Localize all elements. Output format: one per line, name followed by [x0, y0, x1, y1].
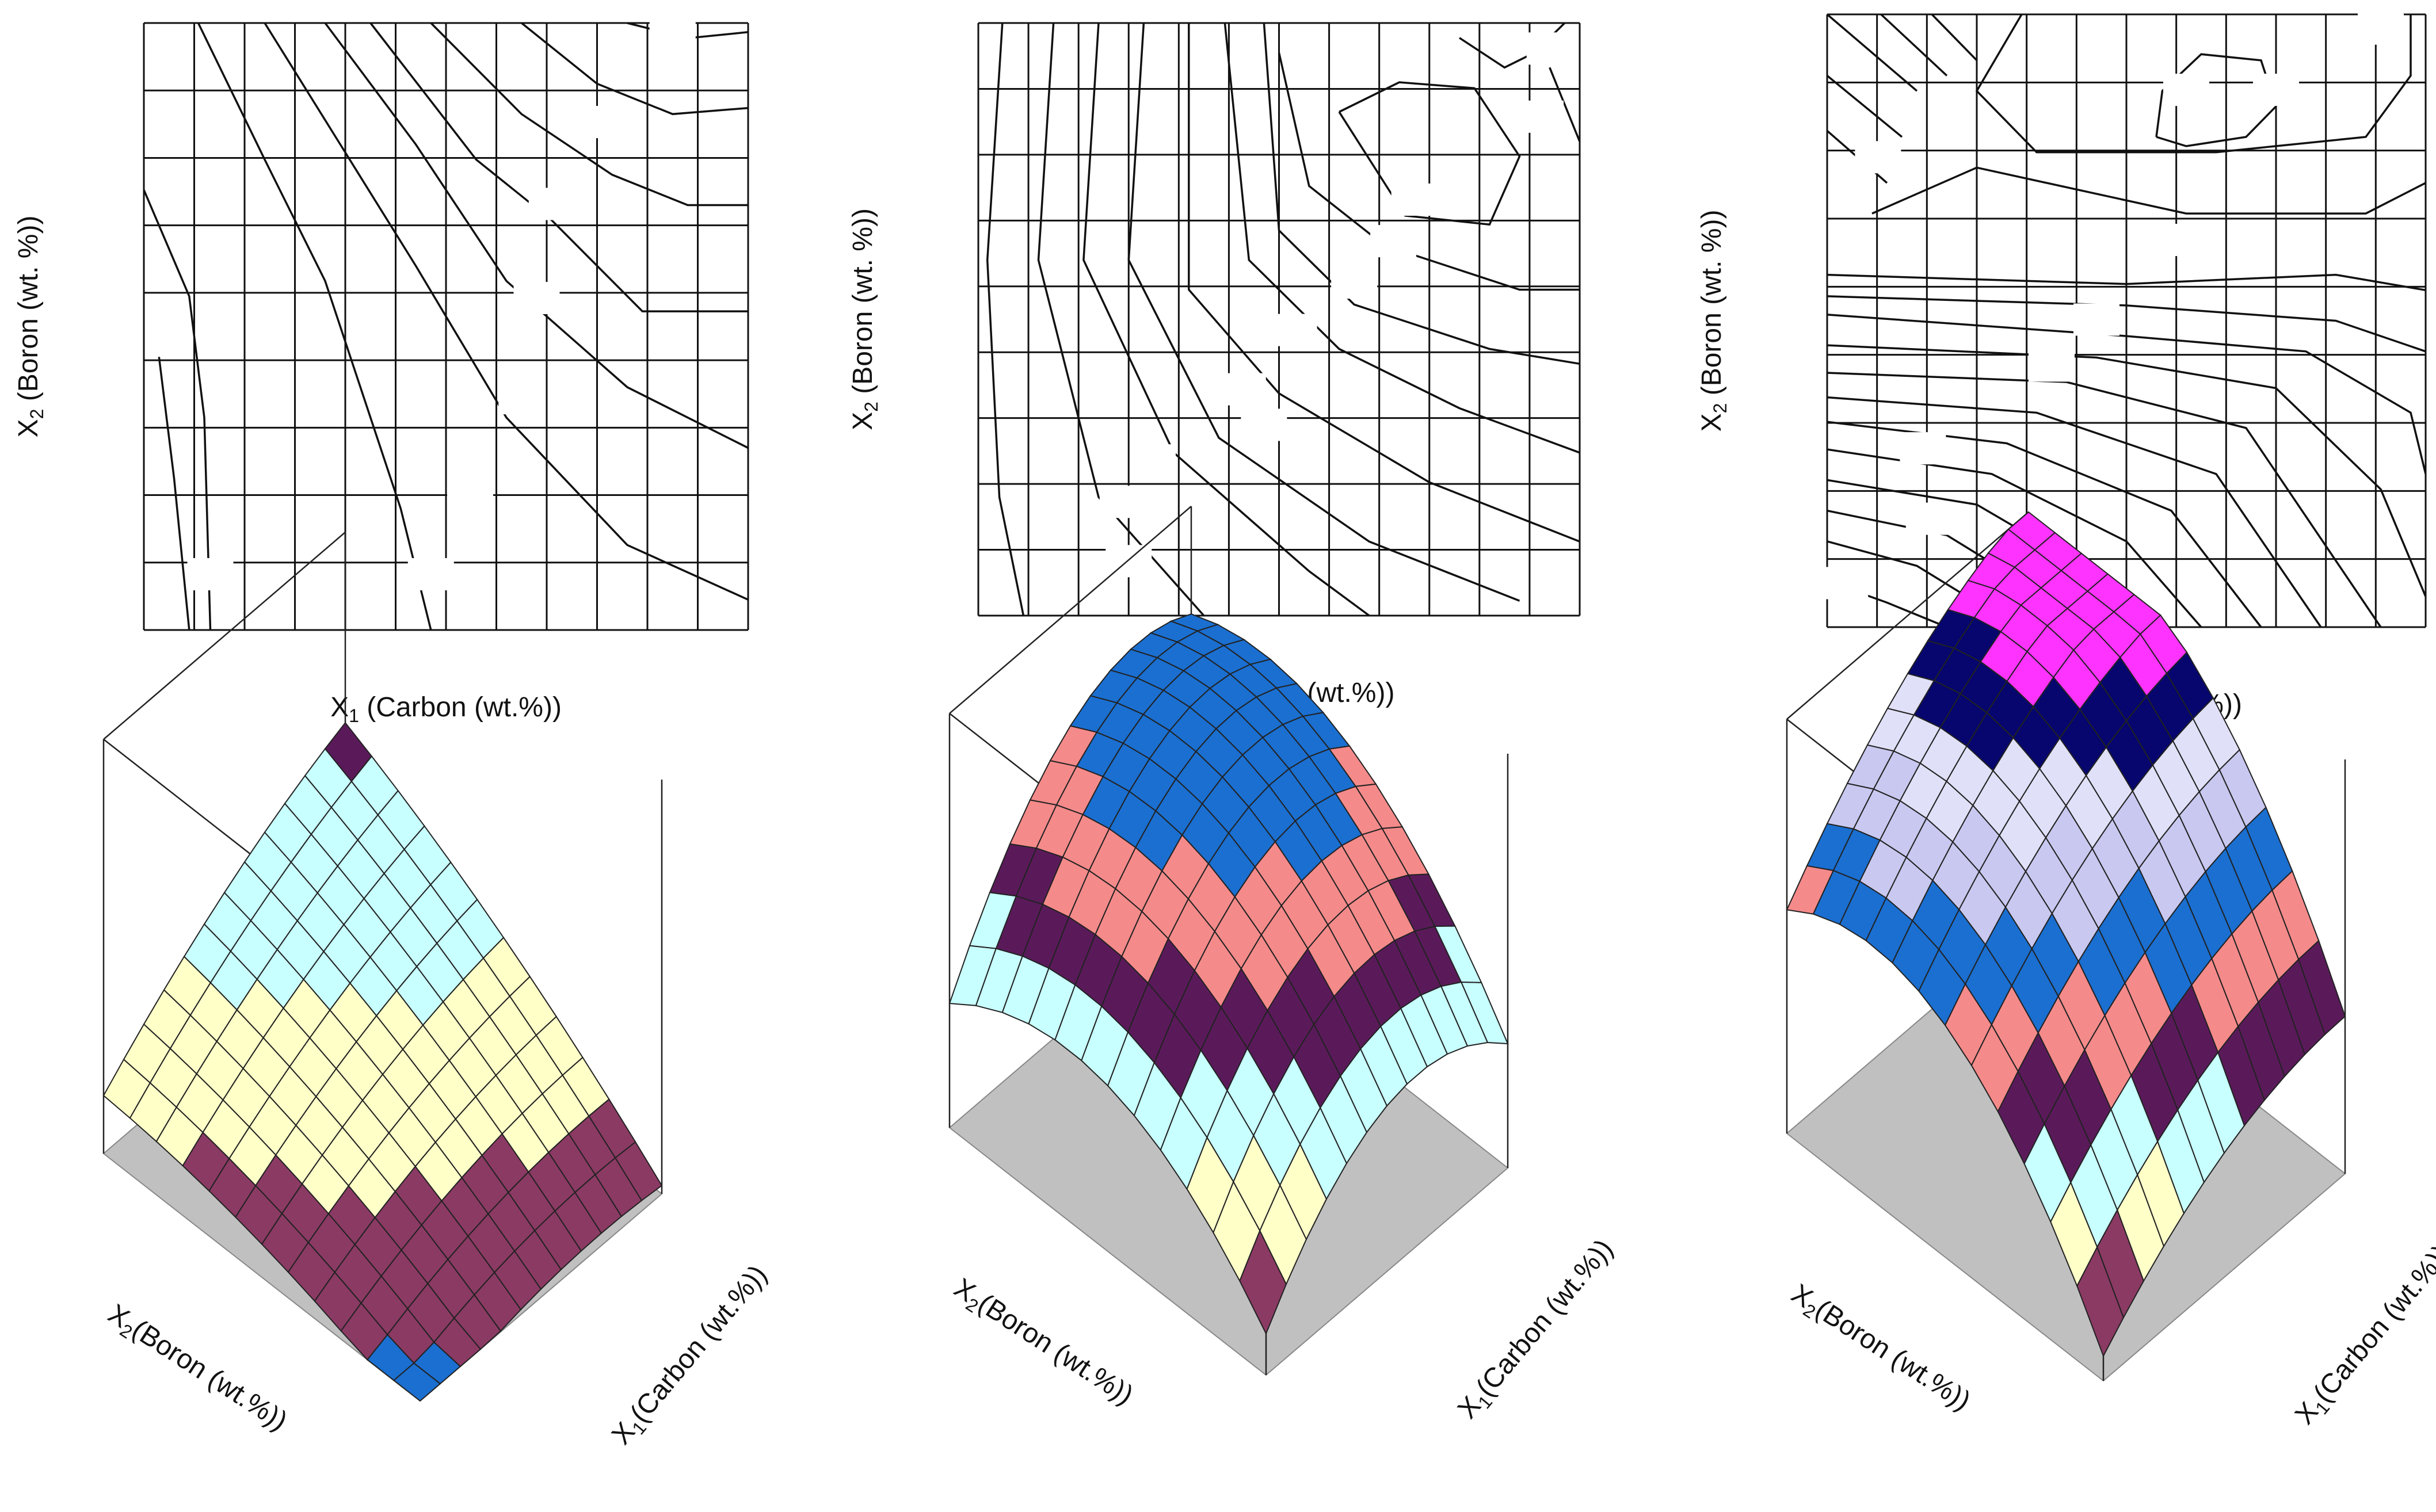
contour-line-50 — [1827, 344, 2427, 597]
contour-line-47 — [1827, 372, 2382, 628]
contour-label-bg — [2029, 349, 2075, 382]
contour-label-bg — [1130, 444, 1176, 477]
contour-label-bg — [574, 106, 620, 139]
contour-label-bg — [187, 558, 234, 591]
contour-line-62 — [1871, 166, 2426, 215]
y-axis-title: X2 (Boron (wt. %)) — [1697, 210, 1730, 432]
contour-line-40 — [1127, 22, 1520, 602]
panel-e: X2(Boron (wt.%)) X1(Carbon (wt.%)) — [947, 506, 1622, 1427]
contour-label-bg — [1105, 545, 1152, 578]
contour-line-55 — [1263, 22, 1580, 365]
contour-label-bg — [513, 282, 560, 315]
contour-label-bg — [2073, 303, 2119, 336]
box-edge — [1786, 511, 2029, 720]
panel-f: X2(Boron (wt.%)) X1(Carbon (wt.%)) — [1784, 511, 2436, 1433]
contour-line-59 — [1827, 273, 2426, 292]
contour-line-32 — [197, 22, 432, 631]
contour-line-65 — [1975, 14, 2412, 154]
contour-label-bg — [1271, 314, 1317, 346]
contour-label-bg — [1331, 266, 1378, 299]
contour-line-35 — [1082, 22, 1370, 617]
x-axis-title: X1(Carbon (wt.%)) — [2289, 1239, 2436, 1433]
contour-line-63 — [1549, 67, 1581, 142]
surface-patch — [324, 721, 373, 782]
contour-label-bg — [2253, 74, 2299, 106]
contour-line-41 — [369, 22, 748, 312]
contour-label-bg — [447, 476, 493, 509]
panel-b: X1 (Carbon (wt.%))X2 (Boron (wt. %)) — [848, 22, 1581, 712]
y-axis-title: X2 (Boron (wt. %)) — [848, 208, 882, 430]
contour-line-56 — [1827, 295, 2426, 353]
contour-line-20 — [1880, 13, 1948, 77]
contour-label-bg — [407, 558, 454, 591]
contour-label-bg — [1855, 141, 1901, 174]
contour-label-bg — [1219, 373, 1266, 406]
surface-patch — [2007, 511, 2056, 551]
y-axis-title: X2 (Boron (wt. %)) — [13, 216, 47, 438]
contour-label-bg — [1241, 408, 1287, 441]
contour-line-44 — [1827, 396, 2322, 628]
contour-line-20 — [1931, 13, 1978, 62]
y-axis-title: X2(Boron (wt.%)) — [1784, 1278, 1976, 1419]
contour-line-45 — [1188, 23, 1580, 543]
contour-label-bg — [1099, 486, 1146, 518]
contour-label-bg — [1391, 184, 1438, 216]
contour-label-bg — [1526, 32, 1573, 65]
contour-line-26 — [158, 357, 190, 631]
contour-label-bg — [528, 188, 575, 220]
contour-line-35 — [264, 22, 749, 601]
contour-label-bg — [2139, 224, 2186, 257]
y-axis-title: X2(Boron (wt.%)) — [101, 1299, 292, 1440]
contour-label-bg — [1518, 100, 1564, 133]
contour-line-44 — [430, 22, 748, 207]
contour-label-bg — [1370, 225, 1417, 258]
contour-line-53 — [1827, 314, 2427, 475]
contour-label-bg — [1822, 567, 1869, 600]
contour-label-bg — [2358, 12, 2404, 45]
contour-line-25 — [986, 22, 1025, 616]
box-edge — [103, 532, 346, 740]
surface-patch — [1169, 613, 1219, 632]
panel-d: X2(Boron (wt.%)) X1(Carbon (wt.%)) — [101, 532, 776, 1453]
contour-label-bg — [1900, 432, 1946, 465]
box-edge — [949, 506, 1192, 714]
panel-a: X1 (Carbon (wt.%)) X2 (Boron (wt. %)) — [13, 14, 749, 726]
contour-line-47 — [521, 22, 749, 116]
contour-line-29 — [143, 189, 212, 631]
contour-line-50 — [1223, 22, 1580, 454]
x-axis-title: X1(Carbon (wt.%)) — [606, 1259, 776, 1453]
contour-label-bg — [2163, 74, 2209, 106]
contour-label-bg — [498, 382, 545, 415]
contour-line-38 — [324, 22, 749, 449]
x-axis-title: X1(Carbon (wt.%)) — [1452, 1234, 1622, 1427]
contour-line-20 — [1826, 75, 1903, 138]
contour-line-20 — [1826, 13, 1918, 92]
y-axis-title: X2(Boron (wt.%)) — [947, 1273, 1138, 1414]
contour-label-bg — [649, 14, 696, 47]
contour-label-bg — [1905, 502, 1952, 535]
x-axis-title: X1 (Carbon (wt.%)) — [330, 692, 562, 726]
